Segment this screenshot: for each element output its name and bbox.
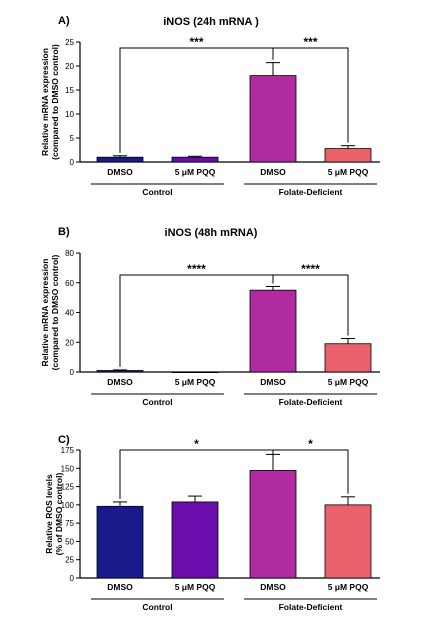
significance-label: *** bbox=[303, 35, 317, 49]
category-label: 5 μM PQQ bbox=[175, 167, 216, 177]
group-label: Folate-Deficient bbox=[279, 602, 343, 612]
bar bbox=[96, 370, 144, 373]
y-tick-label: 80 bbox=[65, 249, 74, 258]
bar bbox=[249, 289, 297, 373]
category-label: DMSO bbox=[107, 582, 133, 592]
significance-label: *** bbox=[189, 35, 203, 49]
bar bbox=[171, 501, 219, 579]
chart-panel-3: C) Relative ROS levels(% of DMSO control)… bbox=[44, 434, 380, 612]
category-label: DMSO bbox=[260, 377, 286, 387]
category-label: 5 μM PQQ bbox=[328, 377, 369, 387]
category-label: DMSO bbox=[260, 167, 286, 177]
bar bbox=[324, 148, 372, 163]
chart-title: iNOS (24h mRNA ) bbox=[163, 16, 259, 28]
y-tick-label: 20 bbox=[65, 338, 74, 347]
y-tick-label: 175 bbox=[61, 446, 75, 455]
y-axis-label-line: Relative mRNA expression bbox=[40, 259, 50, 367]
y-tick-label: 15 bbox=[65, 86, 74, 95]
group-label: Control bbox=[142, 602, 172, 612]
bar bbox=[171, 156, 219, 163]
group-label: Control bbox=[142, 397, 172, 407]
bar bbox=[249, 470, 297, 579]
panel-label: B) bbox=[58, 226, 70, 238]
y-tick-label: 60 bbox=[65, 279, 74, 288]
chart-panel-2: B) iNOS (48h mRNA) Relative mRNA expressio… bbox=[40, 226, 380, 407]
y-tick-label: 25 bbox=[65, 38, 74, 47]
y-tick-label: 50 bbox=[65, 537, 74, 546]
y-tick-label: 75 bbox=[65, 519, 74, 528]
y-tick-label: 0 bbox=[70, 158, 75, 167]
bar bbox=[96, 156, 144, 163]
significance-label: **** bbox=[301, 262, 320, 276]
y-tick-label: 10 bbox=[65, 110, 74, 119]
panel-label: C) bbox=[58, 434, 70, 446]
y-tick-label: 40 bbox=[65, 309, 74, 318]
y-tick-label: 0 bbox=[70, 574, 75, 583]
significance-bracket bbox=[272, 47, 349, 143]
category-label: 5 μM PQQ bbox=[175, 582, 216, 592]
bar bbox=[324, 504, 372, 579]
y-tick-label: 5 bbox=[70, 134, 75, 143]
y-axis-label: Relative mRNA expression(compared to DMS… bbox=[40, 254, 60, 370]
y-axis-label-line: (% of DMSO control) bbox=[54, 473, 64, 556]
y-axis-label-line: Relative ROS levels bbox=[44, 474, 54, 554]
y-axis-label: Relative mRNA expression(compared to DMS… bbox=[40, 44, 60, 160]
category-label: DMSO bbox=[260, 582, 286, 592]
y-axis-label-line: (compared to DMSO control) bbox=[50, 44, 60, 160]
significance-bracket bbox=[272, 449, 349, 494]
bar bbox=[324, 343, 372, 373]
significance-label: * bbox=[194, 437, 199, 451]
y-tick-label: 125 bbox=[61, 483, 75, 492]
category-label: 5 μM PQQ bbox=[175, 377, 216, 387]
bar bbox=[96, 505, 144, 579]
category-label: DMSO bbox=[107, 377, 133, 387]
category-label: DMSO bbox=[107, 167, 133, 177]
category-label: 5 μM PQQ bbox=[328, 582, 369, 592]
y-axis-label-line: Relative mRNA expression bbox=[40, 48, 50, 156]
significance-label: * bbox=[308, 437, 313, 451]
group-label: Folate-Deficient bbox=[279, 397, 343, 407]
bar bbox=[171, 371, 219, 374]
significance-bracket bbox=[272, 274, 349, 336]
y-axis-label-line: (compared to DMSO control) bbox=[50, 254, 60, 370]
y-tick-label: 0 bbox=[70, 368, 75, 377]
category-label: 5 μM PQQ bbox=[328, 167, 369, 177]
significance-label: **** bbox=[187, 262, 206, 276]
group-label: Folate-Deficient bbox=[279, 187, 343, 197]
y-axis-label: Relative ROS levels(% of DMSO control) bbox=[44, 473, 64, 556]
chart-title: iNOS (48h mRNA) bbox=[165, 227, 258, 239]
panel-label: A) bbox=[58, 15, 70, 27]
chart-panel-1: A) iNOS (24h mRNA ) Relative mRNA expressi… bbox=[40, 15, 380, 197]
y-tick-label: 100 bbox=[61, 501, 75, 510]
y-tick-label: 150 bbox=[61, 464, 75, 473]
bar bbox=[249, 75, 297, 163]
y-tick-label: 20 bbox=[65, 62, 74, 71]
group-label: Control bbox=[142, 187, 172, 197]
y-tick-label: 25 bbox=[65, 556, 74, 565]
